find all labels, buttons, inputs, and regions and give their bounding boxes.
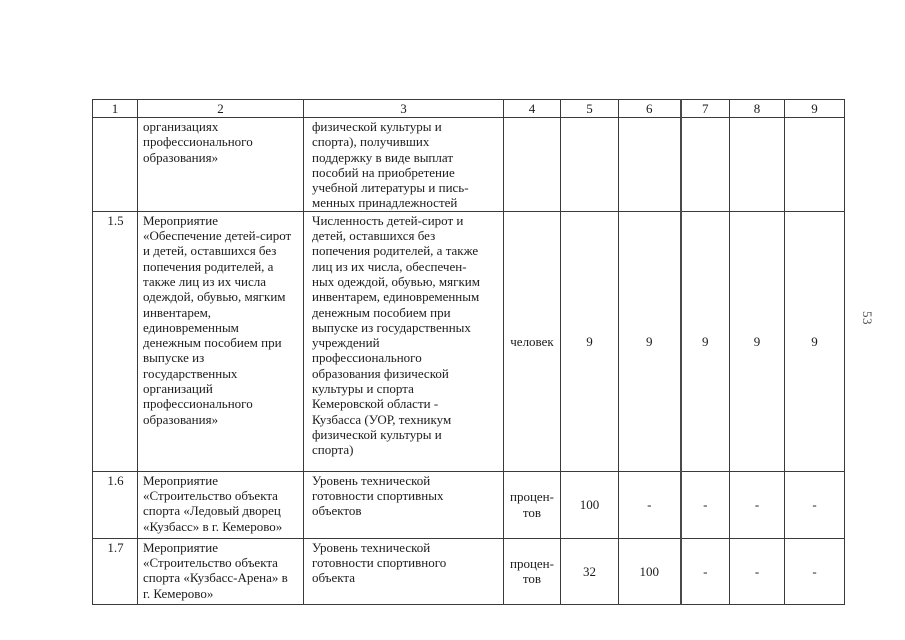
table-row-1-6: 1.6 Мероприятие «Строительство объекта с…: [92, 470, 845, 539]
cell-value: [784, 117, 845, 212]
cell-value: -: [680, 537, 730, 605]
cell-value: [680, 117, 730, 212]
cell-value: -: [784, 537, 845, 605]
cell-value: 9: [560, 210, 619, 472]
cell-value: 9: [784, 210, 845, 472]
table-row-1-4-continuation: организациях профессионального образован…: [92, 117, 845, 212]
header-col-5: 5: [560, 99, 619, 118]
cell-value: -: [680, 470, 730, 539]
page-number: 53: [860, 311, 875, 325]
indicators-table: 1 2 3 4 5 6 7 8 9 организациях профессио…: [92, 99, 845, 605]
cell-number: 1.7: [92, 537, 138, 605]
header-col-4: 4: [503, 99, 561, 118]
cell-value: -: [784, 470, 845, 539]
cell-measure-name: организациях профессионального образован…: [137, 117, 304, 212]
cell-number: 1.5: [92, 210, 138, 472]
header-col-7: 7: [680, 99, 730, 118]
table-header-row: 1 2 3 4 5 6 7 8 9: [92, 99, 845, 118]
cell-value: 100: [560, 470, 619, 539]
header-col-3: 3: [303, 99, 504, 118]
cell-unit: процен- тов: [503, 537, 561, 605]
header-col-2: 2: [137, 99, 304, 118]
cell-value: 9: [729, 210, 785, 472]
cell-value: -: [729, 537, 785, 605]
cell-measure-name: Мероприятие «Строительство объекта спорт…: [137, 537, 304, 605]
cell-value: -: [618, 470, 682, 539]
header-col-8: 8: [729, 99, 785, 118]
cell-unit: процен- тов: [503, 470, 561, 539]
cell-number: 1.6: [92, 470, 138, 539]
cell-value: 100: [618, 537, 682, 605]
cell-indicator-name: Уровень технической готовности спортивно…: [303, 537, 504, 605]
table-row-1-7: 1.7 Мероприятие «Строительство объекта с…: [92, 537, 845, 605]
table-row-1-5: 1.5 Мероприятие «Обеспечение детей-сирот…: [92, 210, 845, 472]
cell-indicator-name: Численность детей-сирот и детей, оставши…: [303, 210, 504, 472]
cell-indicator-name: Уровень технической готовности спортивны…: [303, 470, 504, 539]
cell-value: [560, 117, 619, 212]
cell-value: -: [729, 470, 785, 539]
header-col-9: 9: [784, 99, 845, 118]
cell-number: [92, 117, 138, 212]
cell-unit: [503, 117, 561, 212]
cell-value: [618, 117, 682, 212]
header-col-6: 6: [618, 99, 682, 118]
cell-measure-name: Мероприятие «Строительство объекта спорт…: [137, 470, 304, 539]
cell-unit: человек: [503, 210, 561, 472]
header-col-1: 1: [92, 99, 138, 118]
cell-indicator-name: физической культуры и спорта), получивши…: [303, 117, 504, 212]
cell-value: 9: [680, 210, 730, 472]
cell-measure-name: Мероприятие «Обеспечение детей-сирот и д…: [137, 210, 304, 472]
cell-value: 9: [618, 210, 682, 472]
cell-value: [729, 117, 785, 212]
cell-value: 32: [560, 537, 619, 605]
